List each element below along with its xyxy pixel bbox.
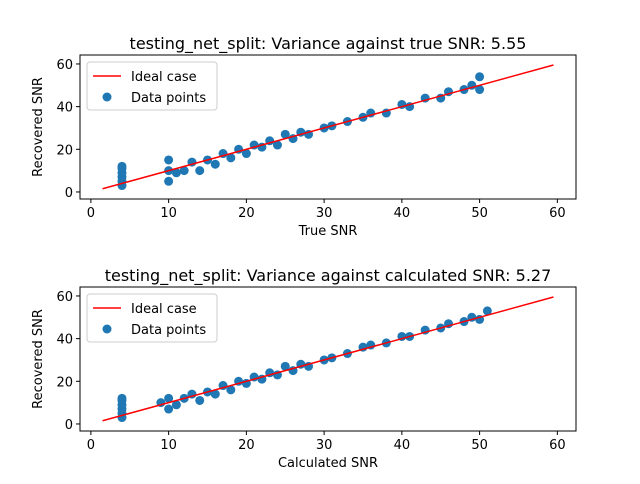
x-tick-label: 0 [87, 206, 95, 221]
data-point [171, 400, 181, 410]
data-point [241, 149, 251, 159]
y-axis-label: Recovered SNR [31, 77, 46, 177]
legend-marker [102, 324, 112, 334]
ideal-line [102, 64, 554, 190]
data-point [482, 306, 492, 316]
axes-frame [79, 54, 577, 200]
legend-box [86, 61, 218, 111]
y-tick-label: 0 [65, 418, 73, 433]
legend-label: Data points [131, 323, 206, 338]
y-tick-label: 40 [56, 101, 73, 116]
y-tick-label: 20 [56, 375, 73, 390]
data-point [164, 176, 174, 186]
data-point [179, 166, 189, 176]
y-tick-label: 40 [56, 333, 73, 348]
x-tick-label: 60 [549, 206, 566, 221]
legend-marker [102, 92, 112, 102]
x-tick-label: 0 [87, 438, 95, 453]
data-point [164, 393, 174, 403]
data-point [195, 395, 205, 405]
x-tick-label: 30 [316, 438, 333, 453]
x-tick-label: 10 [160, 438, 177, 453]
data-point [226, 153, 236, 163]
x-axis-label: True SNR [298, 224, 358, 239]
data-point [280, 129, 290, 139]
chart-title: testing_net_split: Variance against calc… [105, 266, 552, 286]
data-point [475, 85, 485, 95]
y-tick-label: 0 [65, 186, 73, 201]
x-tick-label: 20 [238, 438, 255, 453]
ideal-line [102, 296, 554, 422]
y-tick-label: 20 [56, 143, 73, 158]
data-point [226, 385, 236, 395]
x-tick-label: 60 [549, 438, 566, 453]
legend-label: Ideal case [131, 302, 197, 317]
x-axis-label: Calculated SNR [278, 456, 378, 471]
x-tick-label: 40 [394, 438, 411, 453]
data-point [210, 389, 220, 399]
legend-label: Ideal case [131, 70, 197, 85]
x-tick-label: 30 [316, 206, 333, 221]
data-point [195, 166, 205, 176]
chart-title: testing_net_split: Variance against true… [130, 34, 527, 54]
x-tick-label: 50 [471, 206, 488, 221]
plot-area [102, 296, 554, 423]
data-point [164, 404, 174, 414]
plot-area [102, 64, 554, 191]
data-point [117, 161, 127, 171]
data-point [210, 159, 220, 169]
y-tick-label: 60 [56, 290, 73, 305]
data-point [117, 393, 127, 403]
legend-box [86, 293, 218, 343]
axes-frame [79, 286, 577, 432]
data-point [475, 72, 485, 82]
x-tick-label: 20 [238, 206, 255, 221]
y-axis-label: Recovered SNR [31, 309, 46, 409]
y-tick-label: 60 [56, 58, 73, 73]
legend-label: Data points [131, 91, 206, 106]
x-tick-label: 40 [394, 206, 411, 221]
data-point [164, 155, 174, 165]
data-point [272, 140, 282, 150]
x-tick-label: 10 [160, 206, 177, 221]
x-tick-label: 50 [471, 438, 488, 453]
data-point [280, 361, 290, 371]
data-point [171, 168, 181, 178]
